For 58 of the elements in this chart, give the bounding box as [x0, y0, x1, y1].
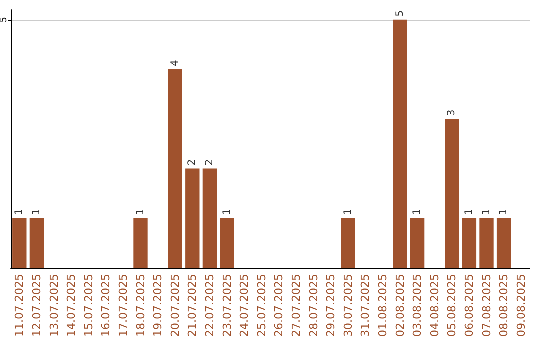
- data-label: 4: [170, 60, 181, 67]
- x-tick-label: 23.07.2025: [220, 274, 234, 338]
- x-tick-label: 07.08.2025: [480, 274, 494, 338]
- data-label: 3: [446, 110, 458, 116]
- x-tick-label: 09.08.2025: [514, 274, 528, 338]
- x-tick-label: 08.08.2025: [498, 274, 511, 338]
- data-label: 1: [135, 209, 146, 216]
- bar: [445, 119, 460, 268]
- data-label: 1: [342, 209, 354, 216]
- bar: [496, 218, 512, 268]
- x-tick-label: 01.08.2025: [376, 274, 390, 338]
- x-tick-label: 13.07.2025: [48, 274, 61, 338]
- bar: [341, 218, 356, 268]
- data-label: 1: [31, 209, 42, 216]
- x-tick-label: 15.07.2025: [82, 274, 96, 338]
- data-label: 2: [204, 159, 216, 166]
- data-label: 1: [498, 209, 510, 216]
- bar: [220, 218, 234, 268]
- x-tick-label: 20.07.2025: [168, 274, 182, 338]
- bar: [168, 70, 182, 268]
- x-tick-label: 12.07.2025: [30, 274, 44, 338]
- x-tick-label: 18.07.2025: [134, 274, 148, 338]
- x-tick-label: 29.07.2025: [324, 274, 338, 338]
- data-label: 1: [481, 209, 492, 216]
- x-tick-label: 14.07.2025: [65, 274, 78, 338]
- x-tick-label: 19.07.2025: [152, 274, 165, 338]
- x-tick-label: 26.07.2025: [272, 274, 286, 338]
- x-tick-label: 21.07.2025: [186, 274, 200, 338]
- x-tick-label: 16.07.2025: [100, 274, 113, 338]
- data-label: 1: [412, 209, 424, 216]
- x-tick-label: 24.07.2025: [238, 274, 252, 338]
- x-tick-label: 22.07.2025: [203, 274, 216, 338]
- bar: [134, 218, 148, 268]
- data-label: 1: [222, 209, 233, 216]
- bar: [410, 218, 425, 268]
- x-tick-label: 03.08.2025: [411, 274, 424, 338]
- x-tick-label: 25.07.2025: [255, 274, 268, 338]
- data-label: 2: [187, 159, 198, 166]
- data-label: 1: [14, 209, 26, 216]
- bar: [12, 218, 27, 268]
- data-label: 1: [464, 209, 475, 216]
- bar: [393, 20, 408, 268]
- bar: [462, 218, 477, 268]
- data-label: 5: [394, 10, 406, 17]
- x-tick-label: 27.07.2025: [290, 274, 303, 338]
- x-tick-label: 05.08.2025: [446, 274, 459, 338]
- x-tick-label: 17.07.2025: [116, 274, 130, 338]
- bar: [30, 218, 44, 268]
- x-tick-label: 28.07.2025: [307, 274, 320, 338]
- bar: [480, 218, 494, 268]
- x-tick-label: 06.08.2025: [462, 274, 476, 338]
- x-tick-label: 04.08.2025: [428, 274, 442, 338]
- x-tick-label: 30.07.2025: [342, 274, 355, 338]
- x-tick-label: 02.08.2025: [394, 274, 407, 338]
- bar: [202, 168, 218, 268]
- bar: [186, 168, 200, 268]
- x-tick-label: 11.07.2025: [13, 274, 26, 338]
- x-tick-label: 31.07.2025: [359, 274, 372, 338]
